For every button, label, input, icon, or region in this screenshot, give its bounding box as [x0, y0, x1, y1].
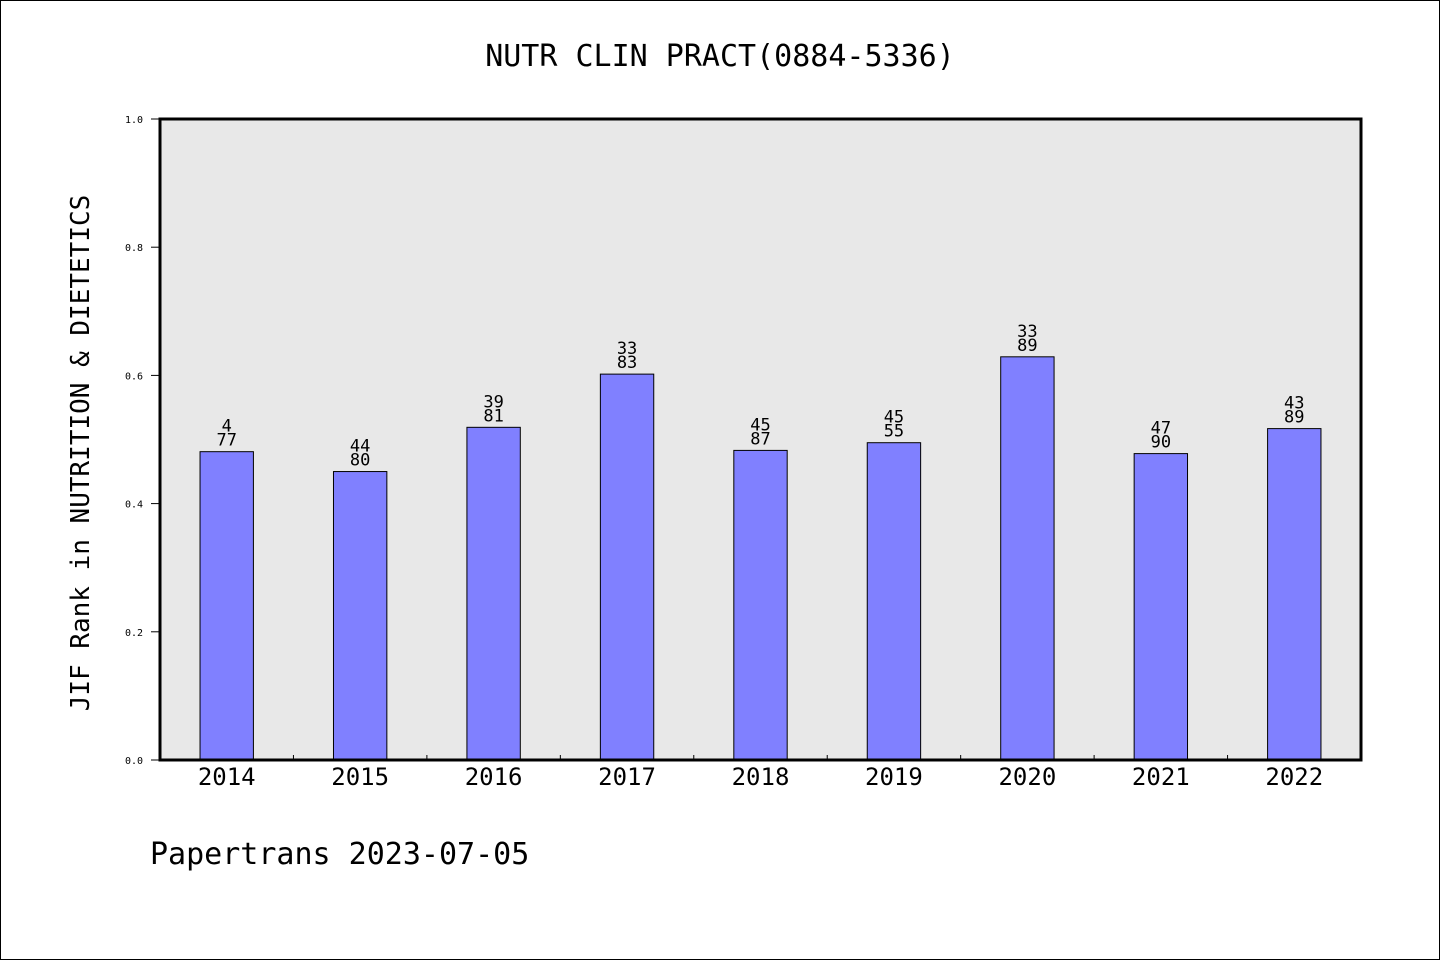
bar-label-rank-2014: 4: [222, 417, 232, 437]
bar-label-total-2020: 89: [1017, 336, 1037, 356]
x-tick-label-2020: 2020: [998, 763, 1056, 791]
y-axis-label: JIF Rank in NUTRITION & DIETETICS: [66, 195, 96, 712]
bars: [199, 356, 1322, 761]
bar-2015: [332, 471, 388, 761]
bar-label-total-2014: 77: [216, 431, 236, 451]
bar-label-rank-2022: 43: [1284, 394, 1304, 414]
bar-2016: [466, 426, 521, 761]
x-tick-label-2021: 2021: [1132, 763, 1190, 791]
y-tick-label-5: 1.0: [125, 115, 143, 126]
bar-label-rank-2019: 45: [884, 408, 904, 428]
bar-2018: [733, 449, 788, 761]
x-tick-label-2018: 2018: [732, 763, 790, 791]
bar-2019: [866, 442, 922, 761]
bar-label-rank-2016: 39: [483, 392, 503, 412]
x-tick-label-2022: 2022: [1265, 763, 1323, 791]
plot-border: [158, 117, 1363, 762]
y-tick-label-3: 0.6: [125, 371, 143, 382]
x-tick-label-2015: 2015: [331, 763, 389, 791]
bar-label-rank-2018: 45: [750, 415, 770, 435]
y-tick-label-4: 0.8: [125, 243, 143, 254]
bar-2014: [199, 451, 254, 761]
y-tick-label-0: 0.0: [125, 756, 143, 767]
x-tick-label-2017: 2017: [598, 763, 656, 791]
chart-title: NUTR CLIN PRACT(0884-5336): [485, 39, 955, 74]
footer-text: Papertrans 2023-07-05: [150, 837, 529, 872]
bar-label-rank-2020: 33: [1017, 322, 1037, 342]
bar-label-rank-2017: 33: [617, 339, 637, 359]
bar-2021: [1133, 453, 1189, 761]
bar-label-total-2022: 89: [1284, 408, 1304, 428]
y-tick-label-1: 0.2: [125, 628, 143, 639]
x-tick-label-2019: 2019: [865, 763, 923, 791]
bar-label-total-2016: 81: [483, 406, 503, 426]
x-axis-ticks: 2014 2015 2016 2017 2018 2019 2020 2021 2022: [198, 755, 1323, 791]
bar-2022: [1267, 428, 1322, 761]
bar-label-rank-2021: 47: [1151, 419, 1171, 439]
bar-label-total-2019: 55: [884, 422, 904, 442]
y-axis-ticks: 0.0 0.2 0.4 0.6 0.8 1.0: [125, 115, 160, 767]
bar-label-total-2017: 83: [617, 353, 637, 373]
x-tick-label-2014: 2014: [198, 763, 256, 791]
bar-2020: [1000, 356, 1055, 761]
bar-label-total-2018: 87: [750, 429, 770, 449]
bar-label-total-2015: 80: [350, 451, 370, 471]
x-tick-label-2016: 2016: [465, 763, 523, 791]
y-tick-label-2: 0.4: [125, 500, 143, 511]
bar-label-total-2021: 90: [1151, 433, 1171, 453]
bar-label-rank-2015: 44: [350, 437, 370, 457]
bar-2017: [599, 373, 655, 761]
